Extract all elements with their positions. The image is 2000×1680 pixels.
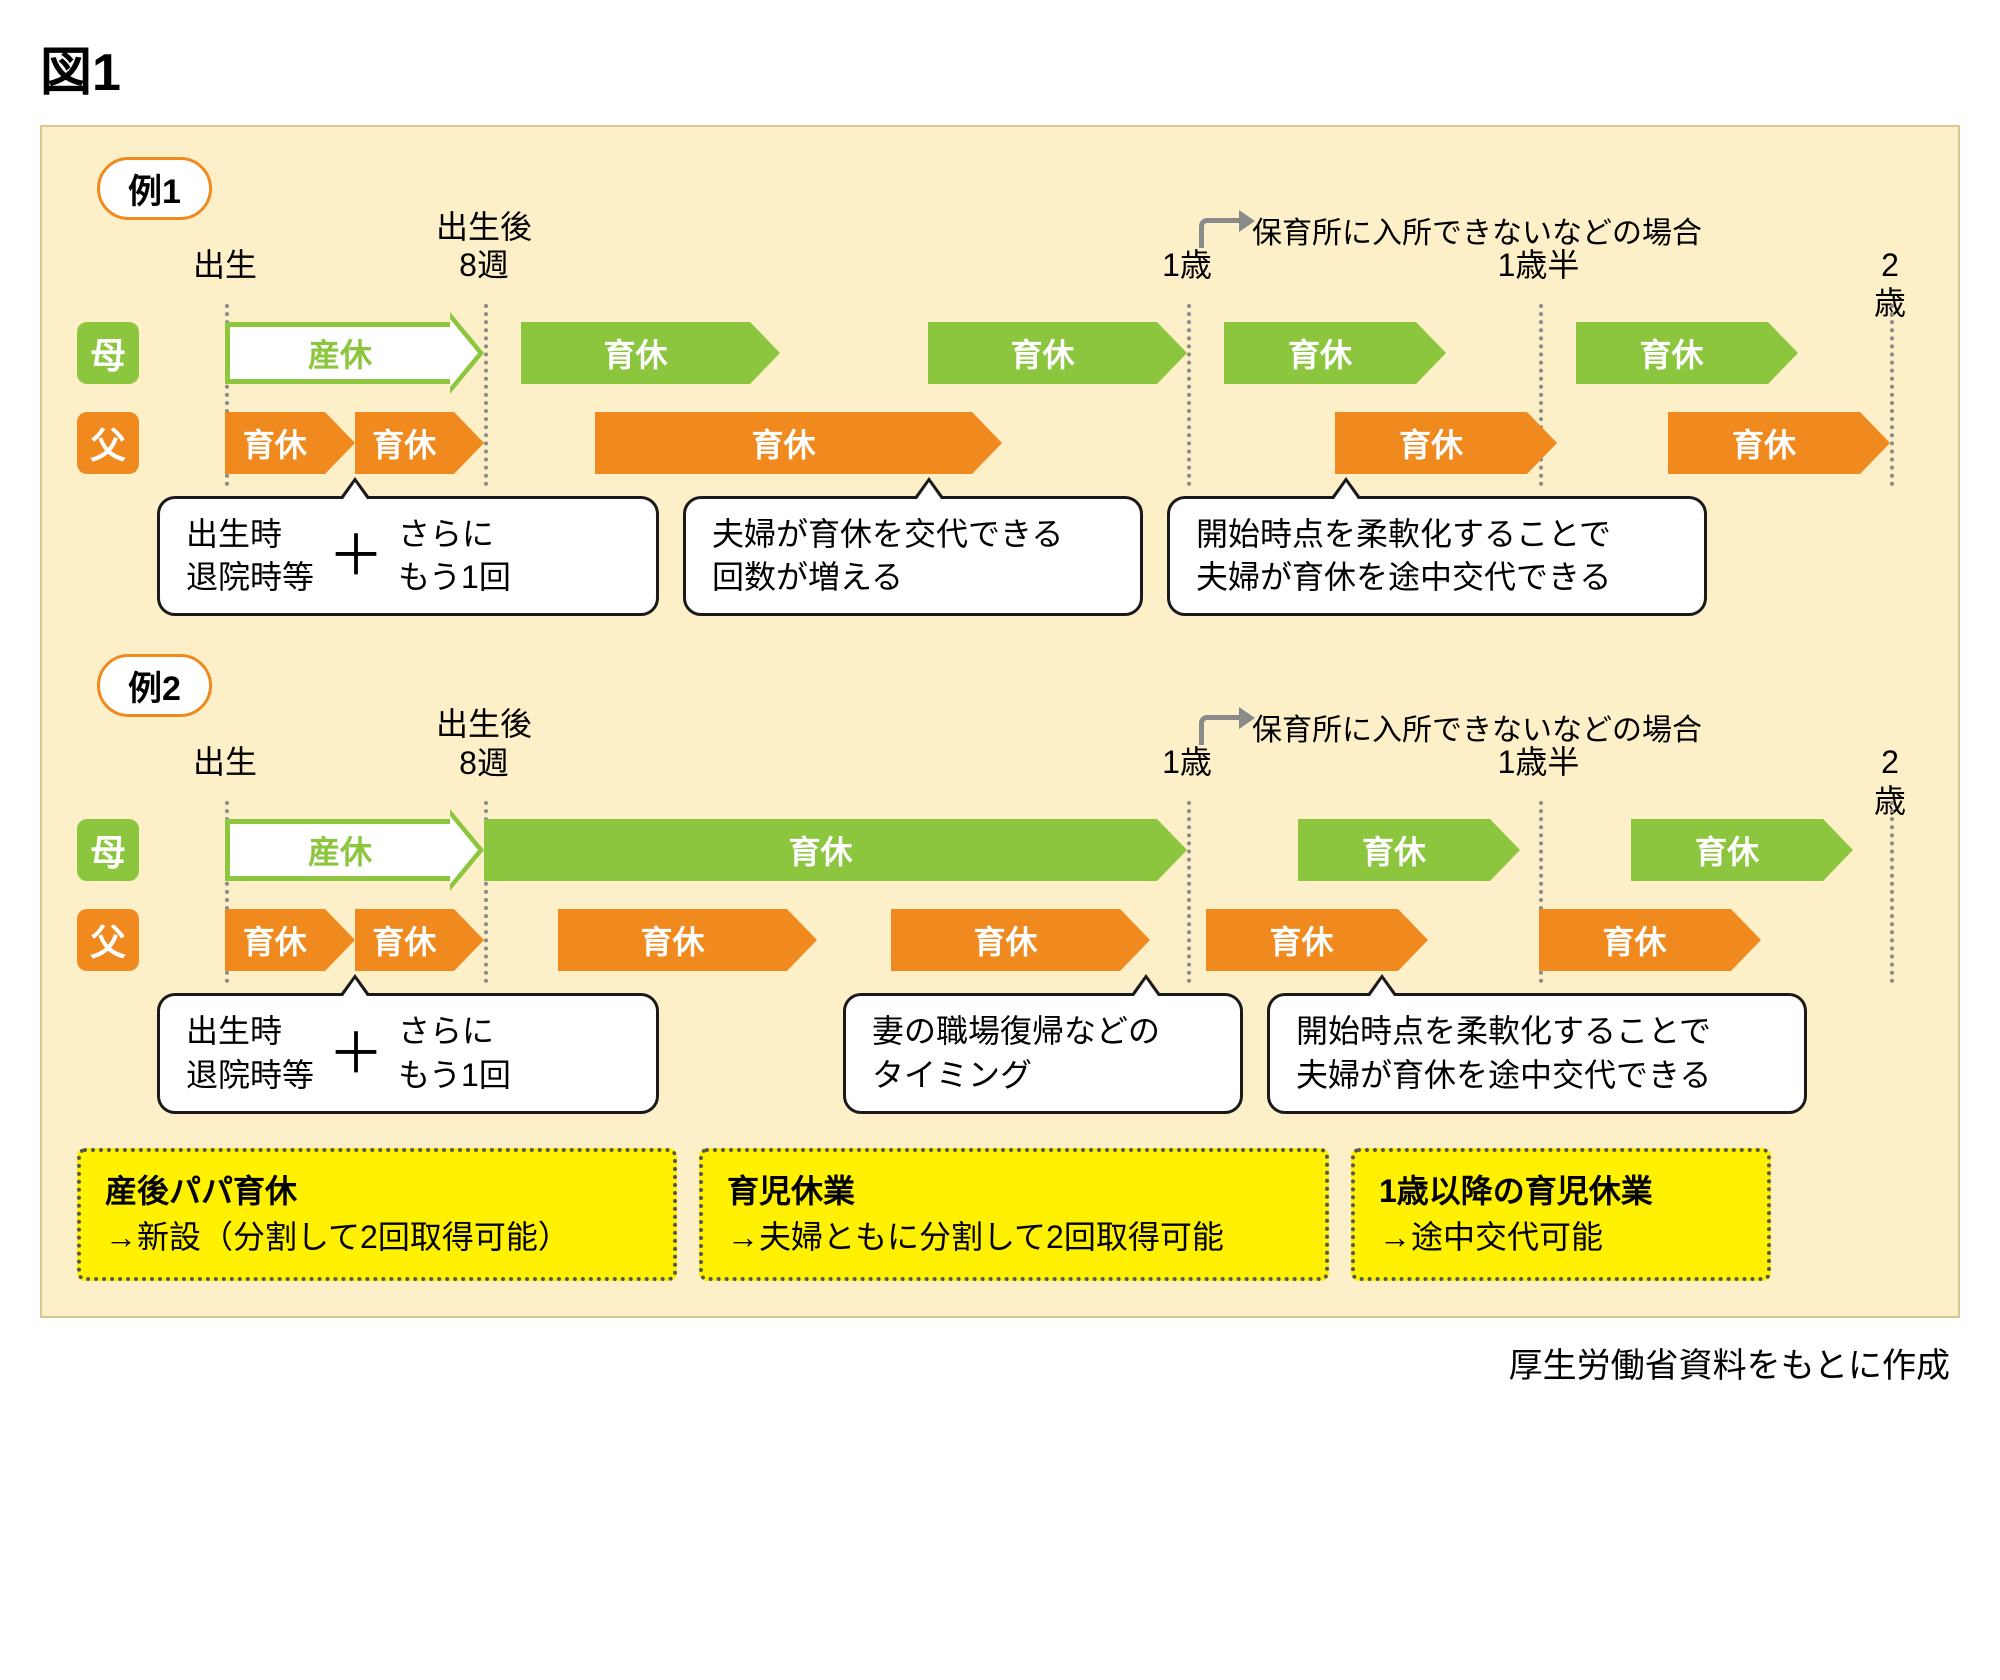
- summary-title: 育児休業: [727, 1168, 1301, 1214]
- note-box: 出生時 退院時等＋さらに もう1回: [157, 496, 659, 616]
- father-label: 父: [77, 412, 139, 474]
- summary-title: 産後パパ育休: [105, 1168, 649, 1214]
- note-box: 開始時点を柔軟化することで 夫婦が育休を途中交代できる: [1267, 993, 1807, 1113]
- ikukyu-arrow: 育休: [1631, 819, 1853, 881]
- timeline-divider: [1187, 304, 1191, 486]
- note-box: 夫婦が育休を交代できる 回数が増える: [683, 496, 1143, 616]
- ikukyu-arrow: 育休: [521, 322, 780, 384]
- note-box: 出生時 退院時等＋さらに もう1回: [157, 993, 659, 1113]
- note-box: 妻の職場復帰などの タイミング: [843, 993, 1243, 1113]
- ikukyu-arrow: 育休: [1335, 412, 1557, 474]
- timeline-label: 出生: [193, 743, 257, 781]
- summary-box: 産後パパ育休→新設（分割して2回取得可能）: [77, 1148, 677, 1281]
- ikukyu-arrow: 育休: [1206, 909, 1428, 971]
- hook-note: 保育所に入所できないなどの場合: [1252, 705, 1702, 749]
- ikukyu-arrow: 育休: [928, 322, 1187, 384]
- note-text: さらに もう1回: [398, 1010, 511, 1096]
- timeline: 出生出生後 8週1歳1歳半2歳保育所に入所できないなどの場合母父産休育休育休育休…: [77, 723, 1927, 983]
- summary-body: →新設（分割して2回取得可能）: [105, 1214, 649, 1260]
- hook-icon: [1199, 715, 1239, 745]
- ikukyu-arrow: 育休: [1576, 322, 1798, 384]
- example-badge: 例2: [97, 654, 212, 717]
- example-block: 例1出生出生後 8週1歳1歳半2歳保育所に入所できないなどの場合母父産休育休育休…: [77, 157, 1923, 616]
- ikukyu-arrow: 育休: [558, 909, 817, 971]
- ikukyu-arrow: 育休: [891, 909, 1150, 971]
- note-row: 出生時 退院時等＋さらに もう1回夫婦が育休を交代できる 回数が増える開始時点を…: [157, 496, 1923, 616]
- ikukyu-arrow: 育休: [1298, 819, 1520, 881]
- summary-body: →途中交代可能: [1379, 1214, 1743, 1260]
- note-text: 出生時 退院時等: [186, 1010, 314, 1096]
- source-credit: 厚生労働省資料をもとに作成: [40, 1338, 1960, 1387]
- timeline-label: 出生後 8週: [436, 705, 532, 782]
- plus-icon: ＋: [314, 1026, 398, 1082]
- note-text: さらに もう1回: [398, 513, 511, 599]
- timeline-label: 出生: [193, 246, 257, 284]
- ikukyu-arrow: 育休: [355, 909, 485, 971]
- summary-box: 育児休業→夫婦ともに分割して2回取得可能: [699, 1148, 1329, 1281]
- ikukyu-arrow: 育休: [1539, 909, 1761, 971]
- mother-label: 母: [77, 322, 139, 384]
- note-text: 妻の職場復帰などの タイミング: [872, 1010, 1214, 1096]
- note-text: 開始時点を柔軟化することで 夫婦が育休を途中交代できる: [1296, 1010, 1778, 1096]
- note-text: 開始時点を柔軟化することで 夫婦が育休を途中交代できる: [1196, 513, 1678, 599]
- example-badge: 例1: [97, 157, 212, 220]
- timeline-divider: [1187, 801, 1191, 983]
- ikukyu-arrow: 育休: [1224, 322, 1446, 384]
- note-text: 夫婦が育休を交代できる 回数が増える: [712, 513, 1114, 599]
- mother-label: 母: [77, 819, 139, 881]
- ikukyu-arrow: 育休: [225, 412, 355, 474]
- summary-row: 産後パパ育休→新設（分割して2回取得可能）育児休業→夫婦ともに分割して2回取得可…: [77, 1148, 1923, 1281]
- summary-box: 1歳以降の育児休業→途中交代可能: [1351, 1148, 1771, 1281]
- timeline-label: 出生後 8週: [436, 208, 532, 285]
- timeline-label: 1歳: [1162, 246, 1212, 284]
- figure-title: 図1: [40, 30, 1960, 105]
- timeline-divider: [1890, 304, 1894, 486]
- ikukyu-arrow: 育休: [225, 909, 355, 971]
- example-block: 例2出生出生後 8週1歳1歳半2歳保育所に入所できないなどの場合母父産休育休育休…: [77, 654, 1923, 1113]
- summary-body: →夫婦ともに分割して2回取得可能: [727, 1214, 1301, 1260]
- ikukyu-arrow: 育休: [355, 412, 485, 474]
- father-label: 父: [77, 909, 139, 971]
- note-text: 出生時 退院時等: [186, 513, 314, 599]
- ikukyu-arrow: 育休: [484, 819, 1187, 881]
- summary-title: 1歳以降の育児休業: [1379, 1168, 1743, 1214]
- plus-icon: ＋: [314, 528, 398, 584]
- timeline-divider: [484, 304, 488, 486]
- ikukyu-arrow: 育休: [1668, 412, 1890, 474]
- note-box: 開始時点を柔軟化することで 夫婦が育休を途中交代できる: [1167, 496, 1707, 616]
- timeline: 出生出生後 8週1歳1歳半2歳保育所に入所できないなどの場合母父産休育休育休育休…: [77, 226, 1927, 486]
- sankyu-arrow: 産休: [225, 819, 484, 881]
- note-row: 出生時 退院時等＋さらに もう1回 妻の職場復帰などの タイミング開始時点を柔軟化…: [157, 993, 1923, 1113]
- hook-icon: [1199, 218, 1239, 248]
- timeline-label: 1歳: [1162, 743, 1212, 781]
- diagram-panel: 例1出生出生後 8週1歳1歳半2歳保育所に入所できないなどの場合母父産休育休育休…: [40, 125, 1960, 1318]
- ikukyu-arrow: 育休: [595, 412, 1002, 474]
- sankyu-arrow: 産休: [225, 322, 484, 384]
- timeline-divider: [1890, 801, 1894, 983]
- hook-note: 保育所に入所できないなどの場合: [1252, 208, 1702, 252]
